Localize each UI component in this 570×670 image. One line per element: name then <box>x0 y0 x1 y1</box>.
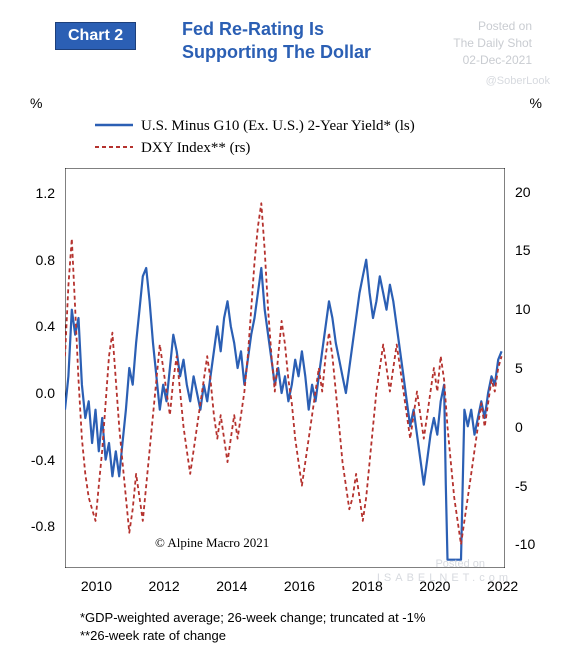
title-line2: Supporting The Dollar <box>182 41 371 64</box>
left-unit: % <box>30 95 42 111</box>
watermark-date: 02-Dec-2021 <box>453 52 532 69</box>
chart-badge: Chart 2 <box>55 22 136 50</box>
chart-plot <box>65 168 505 568</box>
legend-row-2: DXY Index** (rs) <box>95 140 250 157</box>
y-left-tick: 0.4 <box>36 318 55 334</box>
y-right-tick: 20 <box>515 184 531 200</box>
x-tick: 2016 <box>284 578 315 594</box>
watermark-posted: Posted on <box>453 18 532 35</box>
right-unit: % <box>530 95 542 111</box>
chart-badge-text: Chart 2 <box>68 27 123 44</box>
x-tick: 2012 <box>149 578 180 594</box>
watermark-bottom-2: ISABELNET.com <box>377 572 512 584</box>
x-tick: 2010 <box>81 578 112 594</box>
watermark-source: The Daily Shot <box>453 35 532 52</box>
legend-label-1: U.S. Minus G10 (Ex. U.S.) 2-Year Yield* … <box>141 118 415 134</box>
y-right-tick: -10 <box>515 536 535 552</box>
legend-swatch-solid <box>95 118 133 135</box>
y-left-tick: 1.2 <box>36 185 55 201</box>
chart-title: Fed Re-Rating Is Supporting The Dollar <box>182 18 371 63</box>
chart-copyright: © Alpine Macro 2021 <box>155 535 269 551</box>
legend-row-1: U.S. Minus G10 (Ex. U.S.) 2-Year Yield* … <box>95 118 415 135</box>
footnote-2: **26-week rate of change <box>80 628 226 643</box>
y-right-tick: 15 <box>515 242 531 258</box>
y-left-tick: 0.8 <box>36 252 55 268</box>
title-line1: Fed Re-Rating Is <box>182 18 371 41</box>
legend-label-2: DXY Index** (rs) <box>141 140 250 156</box>
watermark-bottom-1: Posted on <box>435 558 485 570</box>
y-right-tick: 5 <box>515 360 523 376</box>
footnote-1: *GDP-weighted average; 26-week change; t… <box>80 610 425 625</box>
y-left-tick: 0.0 <box>36 385 55 401</box>
y-right-tick: -5 <box>515 478 527 494</box>
y-right-tick: 10 <box>515 301 531 317</box>
watermark-top: Posted on The Daily Shot 02-Dec-2021 <box>453 18 532 68</box>
x-tick: 2014 <box>216 578 247 594</box>
y-left-tick: -0.4 <box>31 452 55 468</box>
legend-swatch-dashed <box>95 140 133 157</box>
y-right-tick: 0 <box>515 419 523 435</box>
watermark-handle: @SoberLook <box>486 75 550 87</box>
y-left-tick: -0.8 <box>31 518 55 534</box>
